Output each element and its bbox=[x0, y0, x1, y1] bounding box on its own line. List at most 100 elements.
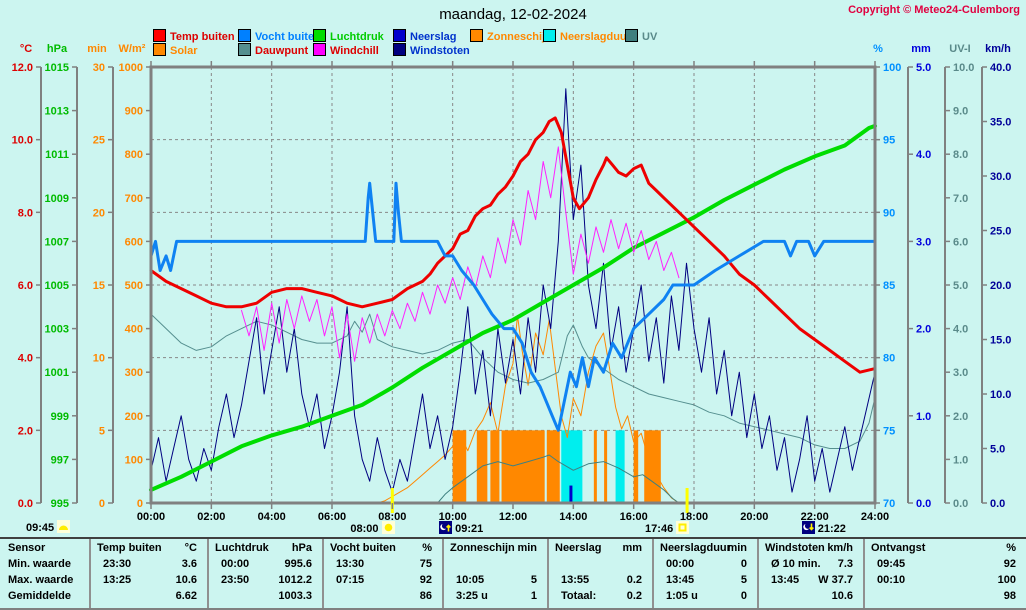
legend-item-luchtdruk: Luchtdruk bbox=[313, 29, 384, 43]
daylight-marker bbox=[390, 488, 394, 513]
tick-label: 1009 bbox=[45, 193, 69, 205]
table-column-separator bbox=[757, 539, 759, 608]
tick-label: 6.0 bbox=[18, 280, 33, 292]
tick-label: 0.0 bbox=[990, 498, 1005, 510]
table-unit: °C bbox=[184, 542, 197, 554]
tick-label: 10.0 bbox=[953, 62, 974, 74]
table-header-temp-buiten: Temp buiten bbox=[97, 542, 162, 554]
table-value: 1 bbox=[530, 590, 537, 602]
tick-label: 10 bbox=[93, 353, 105, 365]
tick-label: 5.0 bbox=[916, 62, 931, 74]
legend-item-uv: UV bbox=[625, 29, 658, 43]
legend-swatch-icon bbox=[393, 29, 406, 42]
tick-label: 20.0 bbox=[990, 280, 1011, 292]
table-value-time: 10:05 bbox=[456, 574, 485, 586]
table-row-label: Min. waarde bbox=[8, 558, 71, 570]
tick-label: 2.0 bbox=[18, 425, 33, 437]
sunrise-note-time: 08:00 bbox=[350, 523, 379, 535]
legend-item-vocht-buiten: Vocht buiten bbox=[238, 29, 321, 43]
tick-label: 04:00 bbox=[258, 511, 286, 523]
tick-label: 35.0 bbox=[990, 117, 1011, 129]
table-header-zonneschijn: Zonneschijn bbox=[450, 542, 515, 554]
table-value-time: Totaal: bbox=[561, 590, 597, 602]
table-value-time: 00:00 bbox=[666, 558, 695, 570]
bar-neerslag-event bbox=[569, 485, 573, 503]
table-value: 995.6 bbox=[284, 558, 312, 570]
table-value: 1012.2 bbox=[278, 574, 312, 586]
series-vocht-buiten bbox=[149, 181, 877, 432]
tick-label: 1015 bbox=[45, 62, 69, 74]
legend-swatch-icon bbox=[625, 29, 638, 42]
legend-swatch-icon bbox=[238, 29, 251, 42]
tick-label: 25.0 bbox=[990, 226, 1011, 238]
legend-item-windstoten: Windstoten bbox=[393, 43, 470, 57]
tick-label: 8.0 bbox=[18, 207, 33, 219]
legend-item-temp-buiten: Temp buiten bbox=[153, 29, 235, 43]
table-value: 100 bbox=[997, 574, 1016, 586]
table-value: 75 bbox=[419, 558, 432, 570]
table-row-label: Gemiddelde bbox=[8, 590, 71, 602]
series-uv bbox=[150, 454, 876, 504]
legend-item-windchill: Windchill bbox=[313, 43, 379, 57]
legend-label: Zonneschijn bbox=[487, 31, 552, 43]
table-value-time: 00:00 bbox=[221, 558, 250, 570]
series-dauwpunt bbox=[150, 313, 876, 449]
legend-label: UV bbox=[642, 31, 658, 43]
series-solar bbox=[376, 315, 680, 504]
left-time-note-time: 09:45 bbox=[26, 522, 55, 534]
statistics-table: Sensor Min. waarde Max. waarde Gemiddelde Te… bbox=[0, 537, 1026, 610]
tick-label: 5 bbox=[99, 425, 105, 437]
series-windstoten bbox=[150, 88, 876, 493]
tick-label: 06:00 bbox=[318, 511, 346, 523]
tick-label: 1013 bbox=[45, 106, 69, 118]
sunrise-icon bbox=[381, 521, 395, 534]
sunrise-note: 08:00 bbox=[350, 521, 395, 535]
table-value-time: 13:45 bbox=[666, 574, 695, 586]
table-value: 0.2 bbox=[626, 574, 642, 586]
table-value: 10.6 bbox=[831, 590, 853, 602]
tick-label: 15.0 bbox=[990, 335, 1011, 347]
table-value: 86 bbox=[419, 590, 432, 602]
tick-label: min bbox=[87, 43, 107, 55]
tick-label: 2.0 bbox=[916, 324, 931, 336]
bar-zonneschijn bbox=[593, 430, 597, 503]
table-value: W 37.7 bbox=[818, 574, 853, 586]
table-unit: km/h bbox=[827, 542, 853, 554]
tick-label: 400 bbox=[125, 324, 143, 336]
tick-label: 1011 bbox=[45, 149, 69, 161]
table-value: 0 bbox=[740, 558, 747, 570]
moon-dome-icon bbox=[57, 520, 71, 533]
tick-label: 02:00 bbox=[197, 511, 225, 523]
table-value: 3.6 bbox=[181, 558, 197, 570]
legend-label: Windstoten bbox=[410, 45, 470, 57]
tick-label: 10:00 bbox=[439, 511, 467, 523]
tick-label: 7.0 bbox=[953, 193, 968, 205]
tick-label: 12.0 bbox=[12, 62, 33, 74]
table-value: 0 bbox=[740, 590, 747, 602]
tick-label: 1.0 bbox=[916, 411, 931, 423]
tick-label: 0.0 bbox=[916, 498, 931, 510]
tick-label: 997 bbox=[51, 454, 69, 466]
tick-label: 1001 bbox=[45, 367, 69, 379]
table-header-ontvangst: Ontvangst bbox=[871, 542, 926, 554]
series-windchill bbox=[241, 146, 680, 362]
tick-label: 1003 bbox=[45, 324, 69, 336]
table-header-luchtdruk: Luchtdruk bbox=[215, 542, 269, 554]
legend-swatch-icon bbox=[153, 43, 166, 56]
tick-label: UV-I bbox=[949, 43, 970, 55]
table-value: 6.62 bbox=[175, 590, 197, 602]
legend-label: Temp buiten bbox=[170, 31, 235, 43]
table-value-time: 23:50 bbox=[221, 574, 250, 586]
moonrise-note-time: 09:21 bbox=[455, 523, 484, 535]
legend-label: Luchtdruk bbox=[330, 31, 384, 43]
tick-label: 999 bbox=[51, 411, 69, 423]
tick-label: 22:00 bbox=[801, 511, 829, 523]
bar-zonneschijn bbox=[633, 430, 639, 503]
tick-label: 500 bbox=[125, 280, 143, 292]
tick-label: 4.0 bbox=[18, 353, 33, 365]
tick-label: 3.0 bbox=[953, 367, 968, 379]
table-value-time: 13:30 bbox=[336, 558, 365, 570]
table-value-time: 07:15 bbox=[336, 574, 365, 586]
bar-zonneschijn bbox=[490, 430, 500, 503]
table-unit: min bbox=[727, 542, 747, 554]
